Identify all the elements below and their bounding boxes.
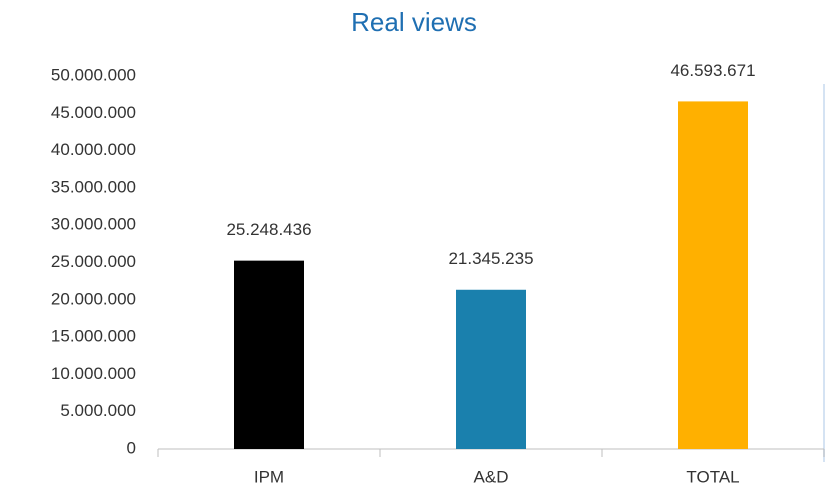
y-tick-label: 5.000.000 [60, 401, 136, 420]
bar [678, 101, 748, 449]
y-tick-label: 45.000.000 [51, 103, 136, 122]
bar [456, 289, 526, 449]
y-tick-label: 25.000.000 [51, 252, 136, 271]
data-label: 25.248.436 [226, 220, 311, 239]
x-tick-label: TOTAL [686, 467, 739, 486]
x-tick-label: A&D [474, 467, 509, 486]
y-tick-label: 20.000.000 [51, 289, 136, 308]
y-tick-label: 0 [127, 438, 136, 457]
y-tick-label: 30.000.000 [51, 215, 136, 234]
x-tick-label: IPM [254, 467, 284, 486]
y-tick-label: 50.000.000 [51, 65, 136, 84]
bar [234, 260, 304, 449]
y-tick-label: 35.000.000 [51, 177, 136, 196]
chart-title: Real views [351, 7, 477, 37]
y-tick-label: 10.000.000 [51, 364, 136, 383]
data-label: 46.593.671 [670, 61, 755, 80]
data-label: 21.345.235 [448, 249, 533, 268]
y-tick-label: 15.000.000 [51, 327, 136, 346]
y-tick-label: 40.000.000 [51, 140, 136, 159]
